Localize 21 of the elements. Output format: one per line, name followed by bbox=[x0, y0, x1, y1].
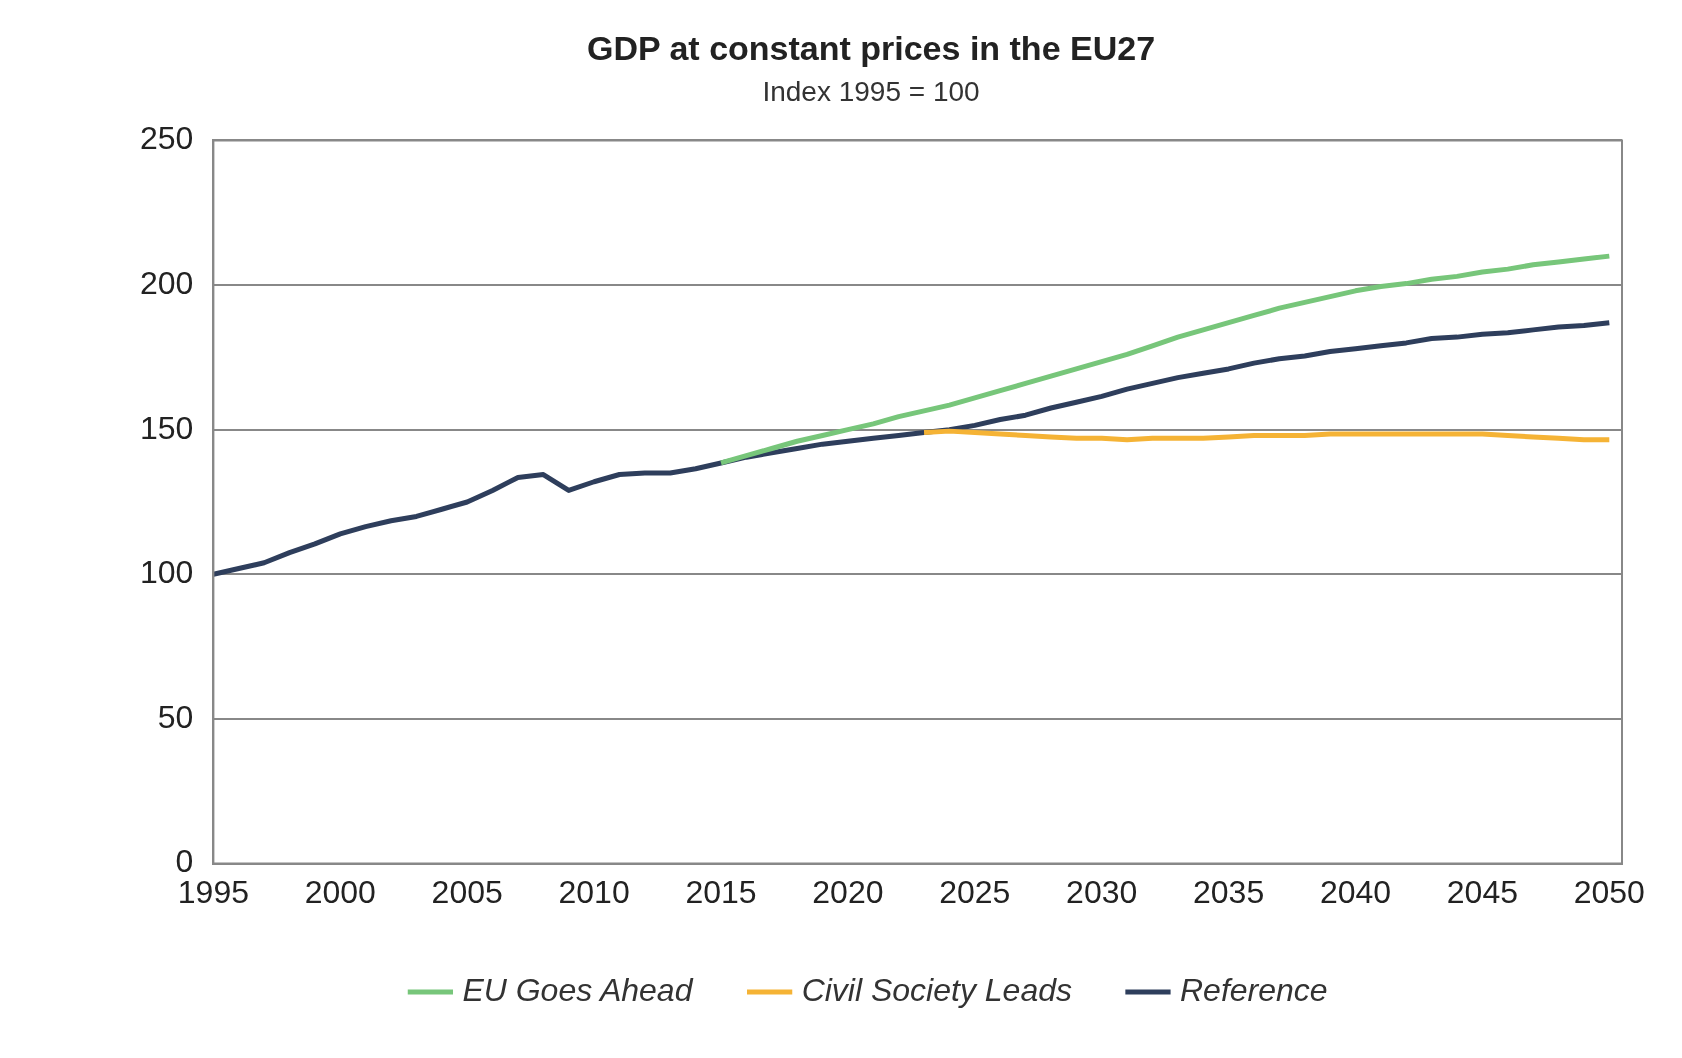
x-tick-label: 2015 bbox=[685, 873, 757, 910]
y-tick-label: 200 bbox=[140, 264, 194, 301]
y-tick-label: 250 bbox=[140, 120, 194, 157]
x-tick-label: 2050 bbox=[1573, 873, 1645, 910]
y-tick-label: 150 bbox=[140, 409, 194, 446]
chart-title: GDP at constant prices in the EU27 bbox=[586, 28, 1156, 67]
legend-label: Civil Society Leads bbox=[801, 971, 1072, 1008]
y-tick-label: 50 bbox=[157, 698, 194, 735]
x-tick-label: 2010 bbox=[558, 873, 630, 910]
legend-label: Reference bbox=[1179, 971, 1328, 1008]
x-tick-label: 2020 bbox=[812, 873, 884, 910]
x-tick-label: 2035 bbox=[1193, 873, 1265, 910]
x-tick-label: 2005 bbox=[431, 873, 503, 910]
x-tick-label: 2030 bbox=[1066, 873, 1138, 910]
chart-subtitle: Index 1995 = 100 bbox=[762, 76, 980, 108]
y-tick-label: 100 bbox=[140, 554, 194, 591]
legend-label: EU Goes Ahead bbox=[462, 971, 694, 1008]
x-tick-label: 2000 bbox=[304, 873, 376, 910]
x-tick-label: 2045 bbox=[1446, 873, 1518, 910]
x-tick-label: 2025 bbox=[939, 873, 1011, 910]
x-tick-label: 2040 bbox=[1319, 873, 1392, 910]
